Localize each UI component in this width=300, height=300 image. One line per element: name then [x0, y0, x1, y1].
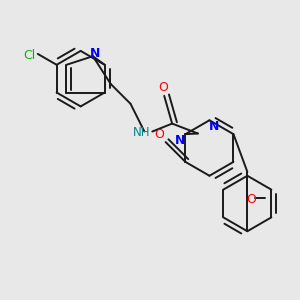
Text: NH: NH — [133, 126, 150, 139]
Text: O: O — [155, 128, 165, 141]
Text: N: N — [90, 47, 100, 60]
Text: Cl: Cl — [24, 50, 36, 62]
Text: O: O — [246, 193, 256, 206]
Text: N: N — [175, 134, 186, 147]
Text: N: N — [209, 120, 220, 133]
Text: O: O — [158, 81, 168, 94]
